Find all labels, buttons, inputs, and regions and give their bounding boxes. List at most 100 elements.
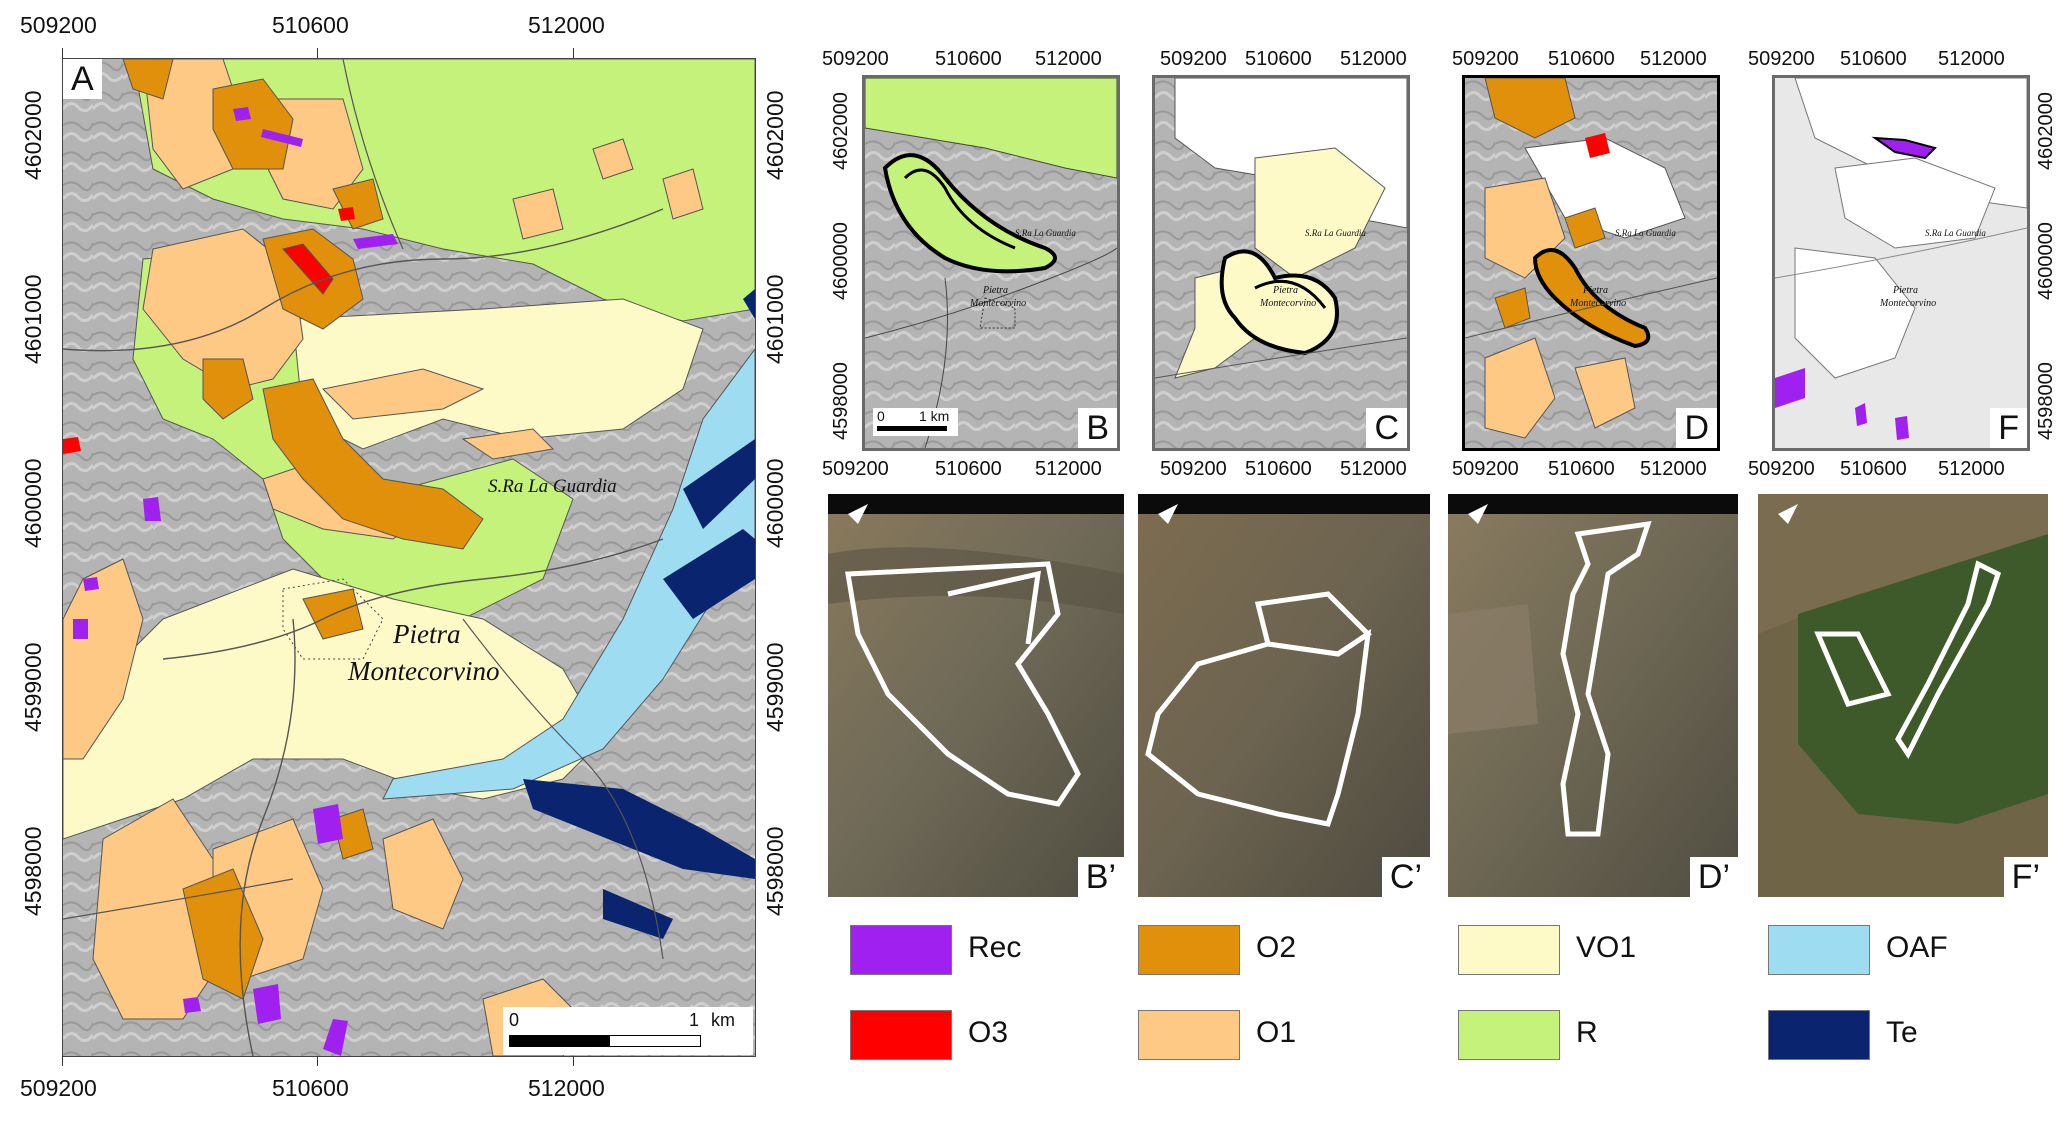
panel-a-ytick-left: 4601000 xyxy=(20,274,46,364)
panel-d-xtick-bottom: 509200 xyxy=(1452,458,1519,480)
panel-a-xtick-bottom: 509200 xyxy=(20,1075,97,1101)
photo-d-prime: D’ xyxy=(1448,494,1738,897)
panel-c-xtick-top: 512000 xyxy=(1340,48,1407,70)
panel-a-ytick-left: 4602000 xyxy=(20,90,46,180)
panel-d-xtick-bottom: 510600 xyxy=(1548,458,1615,480)
legend-label-vo1: VO1 xyxy=(1576,931,1637,964)
panel-b-xtick-top: 510600 xyxy=(935,48,1002,70)
photo-f-prime: F’ xyxy=(1758,494,2048,897)
panel-a-ytick-left: 4598000 xyxy=(20,826,46,916)
photo-c-prime-drawing xyxy=(1138,494,1430,897)
panel-f-ytick: 4602000 xyxy=(2035,92,2057,170)
panel-b-ytick: 4602000 xyxy=(830,92,852,170)
legend-label-o1: O1 xyxy=(1256,1016,1297,1049)
scale-bar-start: 0 xyxy=(509,1010,520,1030)
panel-c-town-label-2: Montecorvino xyxy=(1260,298,1317,309)
town-label-line2: Montecorvino xyxy=(348,656,500,686)
panel-b-scale-end: 1 km xyxy=(919,408,950,424)
panel-c-letter: C xyxy=(1366,408,1407,448)
legend-label-o2: O2 xyxy=(1256,931,1297,964)
legend-swatch-o3 xyxy=(850,1010,952,1060)
panel-a-tick xyxy=(573,1056,574,1066)
panel-f-map: S.Ra La Guardia Pietra Montecorvino F xyxy=(1772,75,2030,451)
panel-a-tick xyxy=(62,1056,63,1066)
panel-f-ytick: 4598000 xyxy=(2035,362,2057,440)
panel-f-ytick: 4600000 xyxy=(2035,222,2057,300)
panel-a-map: A S.Ra La Guardia Pietra Montecorvino 0 … xyxy=(62,58,756,1057)
panel-d-town-label-1: Pietra xyxy=(1583,285,1608,296)
scale-bar-black xyxy=(509,1035,611,1047)
panel-c-xtick-bottom: 512000 xyxy=(1340,458,1407,480)
panel-b-scale-bar xyxy=(877,426,947,431)
legend-label-r: R xyxy=(1576,1016,1598,1049)
panel-d-xtick-top: 510600 xyxy=(1548,48,1615,70)
legend-swatch-r xyxy=(1458,1010,1560,1060)
panel-f-xtick-bottom: 512000 xyxy=(1938,458,2005,480)
legend-swatch-o1 xyxy=(1138,1010,1240,1060)
panel-a-xtick-bottom: 512000 xyxy=(528,1075,605,1101)
panel-b-letter: B xyxy=(1078,408,1117,448)
photo-c-prime: C’ xyxy=(1138,494,1430,897)
photo-d-prime-letter: D’ xyxy=(1689,857,1738,897)
photo-d-prime-drawing xyxy=(1448,494,1738,897)
panel-d-xtick-bottom: 512000 xyxy=(1640,458,1707,480)
panel-f-xtick-bottom: 510600 xyxy=(1840,458,1907,480)
panel-b-xtick-top: 512000 xyxy=(1035,48,1102,70)
panel-a-map-drawing xyxy=(63,59,755,1056)
panel-c-xtick-top: 510600 xyxy=(1245,48,1312,70)
panel-b-xtick-bottom: 512000 xyxy=(1035,458,1102,480)
panel-f-letter: F xyxy=(1990,408,2027,448)
panel-a-ytick-right: 4600000 xyxy=(762,458,788,548)
panel-c-town-label-1: Pietra xyxy=(1273,285,1298,296)
legend-label-rec: Rec xyxy=(968,931,1022,964)
photo-b-prime-drawing xyxy=(828,494,1124,897)
legend-label-o3: O3 xyxy=(968,1016,1009,1049)
panel-b-scale: 0 1 km xyxy=(873,408,958,436)
panel-c-xtick-top: 509200 xyxy=(1160,48,1227,70)
panel-a-xtick-top: 509200 xyxy=(20,12,97,38)
legend: Rec O3 O2 O1 VO1 R OAF Te xyxy=(850,925,2040,1085)
panel-d-ridge-label: S.Ra La Guardia xyxy=(1615,228,1676,238)
panel-f-xtick-top: 509200 xyxy=(1748,48,1815,70)
panel-d-map-drawing xyxy=(1465,78,1717,448)
panel-a-tick xyxy=(62,48,63,58)
panel-f-ridge-label: S.Ra La Guardia xyxy=(1925,228,1986,238)
panel-d-letter: D xyxy=(1676,408,1717,448)
panel-c-map: S.Ra La Guardia Pietra Montecorvino C xyxy=(1152,75,1410,451)
photo-b-prime-letter: B’ xyxy=(1077,857,1124,897)
panel-b-xtick-bottom: 509200 xyxy=(822,458,889,480)
legend-label-oaf: OAF xyxy=(1886,931,1948,964)
panel-a-tick xyxy=(573,48,574,58)
panel-b-xtick-bottom: 510600 xyxy=(935,458,1002,480)
panel-f-xtick-bottom: 509200 xyxy=(1748,458,1815,480)
panel-a-xtick-bottom: 510600 xyxy=(272,1075,349,1101)
legend-swatch-te xyxy=(1768,1010,1870,1060)
legend-label-te: Te xyxy=(1886,1016,1918,1049)
panel-c-xtick-bottom: 510600 xyxy=(1245,458,1312,480)
panel-b-xtick-top: 509200 xyxy=(822,48,889,70)
scale-bar: 0 1 km xyxy=(503,1007,753,1055)
scale-bar-unit: km xyxy=(711,1010,735,1030)
panel-a-ytick-right: 4602000 xyxy=(762,90,788,180)
ridge-label: S.Ra La Guardia xyxy=(488,476,617,497)
panel-a-ytick-left: 4599000 xyxy=(20,642,46,732)
scale-bar-end: 1 xyxy=(689,1010,700,1030)
panel-a-xtick-top: 510600 xyxy=(272,12,349,38)
panel-a-xtick-top: 512000 xyxy=(528,12,605,38)
legend-swatch-vo1 xyxy=(1458,925,1560,975)
panel-c-map-drawing xyxy=(1155,78,1407,448)
photo-b-prime: B’ xyxy=(828,494,1124,897)
panel-f-town-label-2: Montecorvino xyxy=(1880,298,1937,309)
panel-a-ytick-right: 4599000 xyxy=(762,642,788,732)
panel-a-ytick-right: 4598000 xyxy=(762,826,788,916)
panel-b-town-label-1: Pietra xyxy=(983,285,1008,296)
panel-c-ridge-label: S.Ra La Guardia xyxy=(1305,228,1366,238)
town-label-line1: Pietra xyxy=(393,619,461,649)
panel-b-ytick: 4600000 xyxy=(830,222,852,300)
panel-a-tick xyxy=(317,48,318,58)
panel-a-tick xyxy=(317,1056,318,1066)
panel-d-xtick-top: 512000 xyxy=(1640,48,1707,70)
panel-d-town-label-2: Montecorvino xyxy=(1570,298,1627,309)
photo-f-prime-letter: F’ xyxy=(2003,857,2048,897)
panel-a-letter: A xyxy=(63,59,102,99)
